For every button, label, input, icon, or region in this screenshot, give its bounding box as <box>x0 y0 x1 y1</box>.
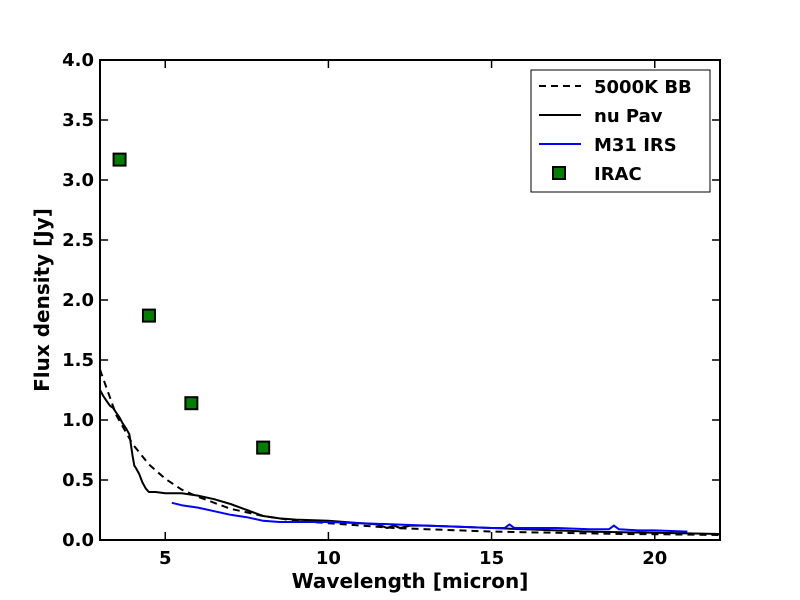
legend-label-nu-pav: nu Pav <box>594 106 663 127</box>
y-tick-label: 3.0 <box>62 170 94 191</box>
y-axis-label: Flux density [Jy] <box>30 208 54 392</box>
legend: 5000K BB nu Pav M31 IRS IRAC <box>530 69 711 193</box>
y-tick-label: 3.5 <box>62 110 94 131</box>
legend-label-m31-irs: M31 IRS <box>594 135 677 156</box>
irac-point <box>112 152 127 167</box>
y-tick-label: 0.5 <box>62 470 94 491</box>
y-tick-label: 1.5 <box>62 350 94 371</box>
irac-point <box>141 308 156 323</box>
y-tick-label: 4.0 <box>62 50 94 71</box>
legend-swatch-irac <box>552 166 566 180</box>
irac-point <box>184 396 199 411</box>
y-tick-label: 0.0 <box>62 530 94 551</box>
x-tick-label: 15 <box>479 548 504 569</box>
y-tick-label: 2.5 <box>62 230 94 251</box>
legend-label-5000k-bb: 5000K BB <box>594 77 692 98</box>
x-tick-label: 20 <box>642 548 667 569</box>
m31-irs-line <box>171 501 688 533</box>
series-layer <box>100 369 720 536</box>
legend-label-irac: IRAC <box>594 164 642 185</box>
tick-layer: 5 10 15 20 0.0 0.5 1.0 1.5 2.0 2.5 3.0 3.5 4.0 <box>62 50 720 569</box>
x-tick-label: 5 <box>159 548 172 569</box>
y-tick-label: 1.0 <box>62 410 94 431</box>
x-tick-label: 10 <box>316 548 341 569</box>
5000k-bb-line <box>100 369 720 536</box>
y-tick-label: 2.0 <box>62 290 94 311</box>
x-axis-label: Wavelength [micron] <box>292 569 529 593</box>
marker-layer <box>112 152 271 455</box>
irac-point <box>256 440 271 455</box>
